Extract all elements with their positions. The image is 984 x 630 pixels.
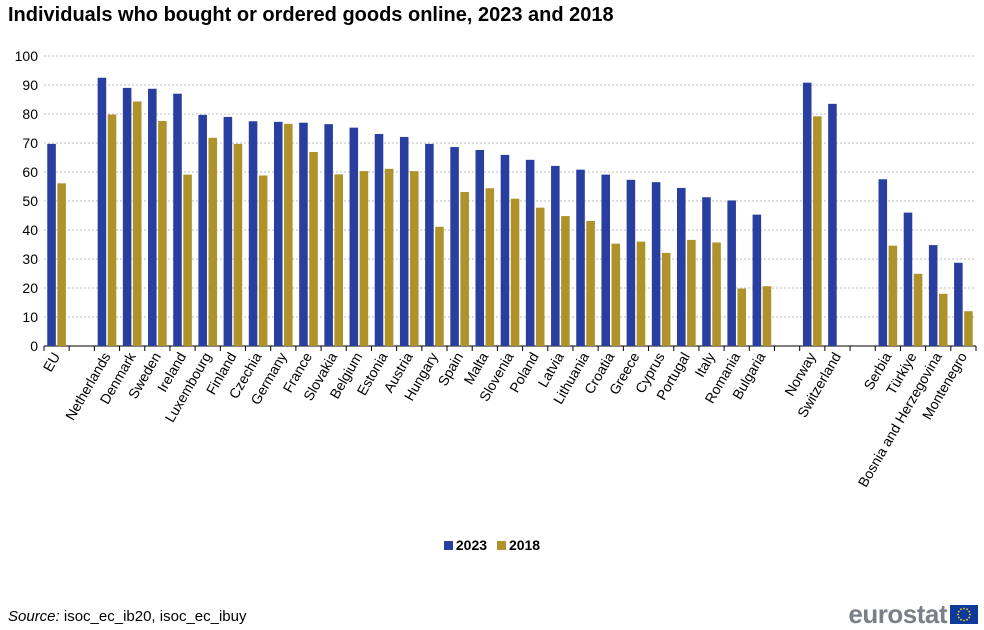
y-tick-label: 40 [22,222,38,238]
bar-malta-2018 [485,188,495,346]
bar-croatia-2023 [601,174,610,346]
bar-cyprus-2023 [651,182,661,346]
bar-finland-2023 [223,116,233,347]
bar-romania-2018 [737,288,747,346]
bar-czechia-2018 [258,175,268,346]
source-text: isoc_ec_ib20, isoc_ec_ibuy [63,608,247,625]
bar-bosnia-and-herzegovina-2023 [928,245,938,346]
bar-italy-2023 [702,197,711,346]
bar-portugal-2023 [677,187,686,346]
y-tick-label: 90 [22,77,38,93]
chart-title: Individuals who bought or ordered goods … [8,4,614,26]
bar-lithuania-2018 [586,221,595,346]
bar-greece-2018 [636,241,646,346]
bar-luxembourg-2018 [208,137,218,346]
bar-latvia-2018 [561,216,570,346]
bar-slovakia-2023 [324,124,333,347]
bar-serbia-2023 [878,179,888,346]
bar-latvia-2023 [551,165,560,346]
bar-cyprus-2018 [661,252,671,346]
bar-ireland-2023 [173,93,182,346]
y-tick-label: 20 [22,280,38,296]
bar-eu-2018 [57,183,66,346]
y-tick-label: 30 [22,251,38,267]
bar-hungary-2023 [425,143,434,346]
y-tick-label: 80 [22,106,38,122]
bar-croatia-2018 [611,243,621,346]
bar-serbia-2018 [888,245,898,346]
bar-czechia-2023 [248,121,258,346]
legend: 2023 2018 [0,537,984,553]
eu-flag-icon [950,604,978,624]
bar-ireland-2018 [183,174,192,346]
bar-denmark-2023 [122,87,132,347]
bar-montenegro-2018 [964,311,973,346]
bar-sweden-2023 [148,88,157,347]
x-tick-label-eu: EU [40,350,64,375]
legend-label-2018: 2018 [508,537,541,553]
bar-luxembourg-2023 [198,114,207,347]
bar-netherlands-2023 [97,77,107,346]
y-tick-label: 50 [22,193,38,209]
bar-austria-2023 [399,136,409,346]
legend-swatch-2023 [443,541,453,550]
bar-poland-2023 [525,159,535,346]
bar-denmark-2018 [132,101,142,346]
bar-belgium-2018 [359,171,369,346]
bar-norway-2018 [813,116,822,346]
bar-romania-2023 [727,200,736,346]
bar-greece-2023 [626,179,636,346]
bar-germany-2018 [284,123,293,346]
bar-slovenia-2018 [510,198,520,346]
bar-finland-2018 [233,143,243,346]
bar-turkiye-2018 [913,273,923,346]
bar-spain-2018 [460,192,469,346]
bar-belgium-2023 [349,127,359,346]
bar-austria-2018 [410,171,419,346]
y-tick-label: 60 [22,164,38,180]
bar-switzerland-2023 [828,103,837,346]
bar-estonia-2023 [374,134,384,346]
bar-france-2018 [309,151,318,346]
bar-montenegro-2023 [954,262,963,346]
bar-portugal-2018 [687,239,696,346]
legend-swatch-2018 [496,541,506,550]
bar-spain-2023 [450,147,459,346]
source-note: Source: isoc_ec_ib20, isoc_ec_ibuy [8,608,247,625]
bar-france-2023 [299,122,308,346]
logo-text: eurostat [848,599,947,629]
bar-eu-2023 [47,143,56,346]
bar-bulgaria-2018 [762,286,772,346]
bar-bulgaria-2023 [752,214,762,346]
eurostat-logo: eurostat [848,600,978,628]
bar-norway-2023 [802,82,812,347]
bar-netherlands-2018 [107,114,117,346]
legend-item-2023: 2023 [443,537,488,553]
bar-slovakia-2018 [334,174,343,346]
bar-malta-2023 [475,149,485,346]
bar-turkiye-2023 [903,212,913,346]
bar-bosnia-and-herzegovina-2018 [938,293,948,346]
y-tick-label: 70 [22,135,38,151]
bar-italy-2018 [712,242,721,346]
bar-germany-2023 [273,121,283,346]
source-label: Source: [8,608,60,625]
bar-sweden-2018 [158,120,167,347]
bar-hungary-2018 [435,226,444,346]
y-tick-label: 0 [30,338,38,354]
y-tick-label: 10 [22,309,38,325]
y-tick-label: 100 [15,48,39,64]
bar-estonia-2018 [384,168,394,346]
bar-slovenia-2023 [500,154,510,346]
bar-chart: 0102030405060708090100EUNetherlandsDenma… [15,48,977,490]
legend-label-2023: 2023 [455,537,488,553]
legend-item-2018: 2018 [496,537,541,553]
bar-lithuania-2023 [576,169,585,346]
bar-poland-2018 [535,207,545,346]
x-tick-label-spain: Spain [434,350,466,389]
